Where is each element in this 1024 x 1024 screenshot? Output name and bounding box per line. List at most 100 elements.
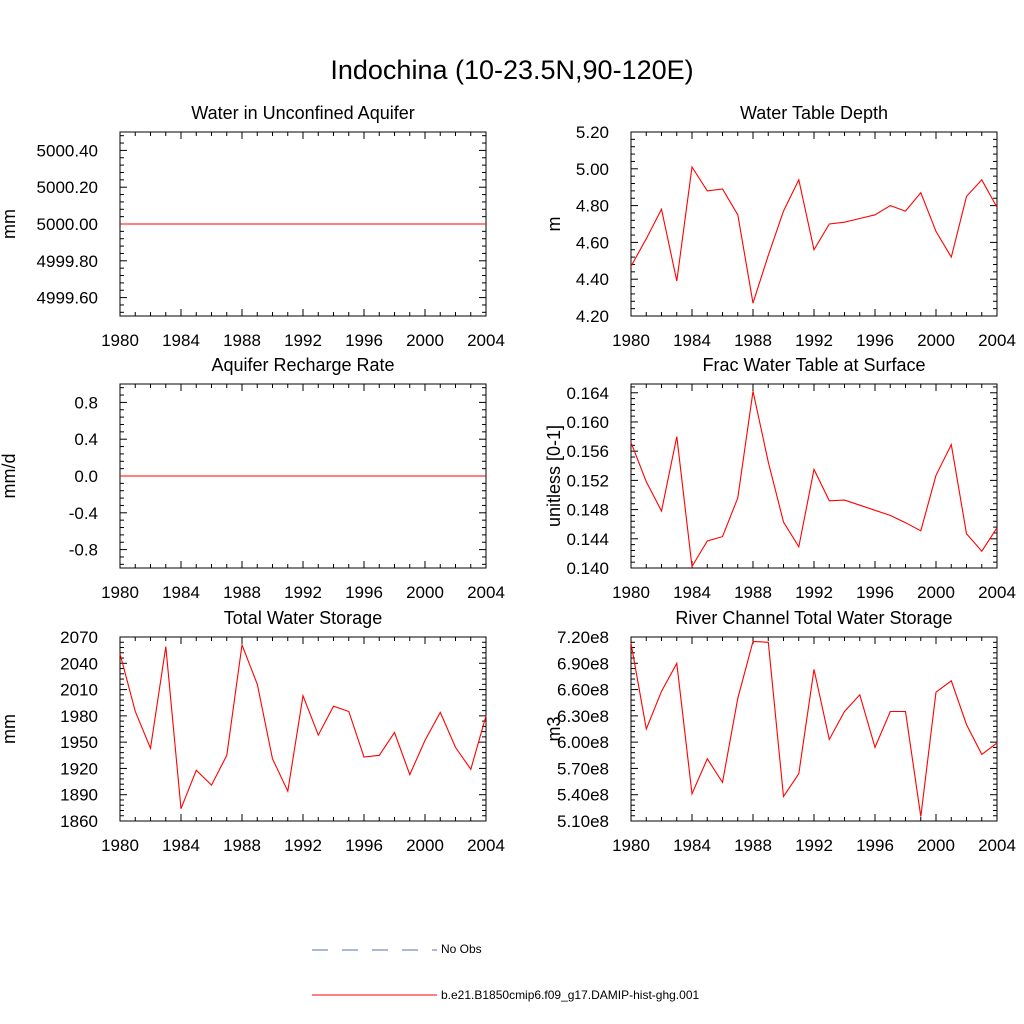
series-line: [119, 642, 487, 809]
y-tick-label: 0.160: [566, 413, 609, 432]
series-line: [630, 640, 998, 817]
y-tick-label: 5.20: [576, 123, 609, 142]
y-tick-label: 4999.80: [37, 252, 98, 271]
x-tick-label: 2004: [978, 583, 1016, 602]
y-tick-label: 4.40: [576, 270, 609, 289]
x-tick-label: 1996: [856, 836, 894, 855]
x-tick-label: 1996: [345, 331, 383, 350]
x-tick-label: 2000: [917, 331, 955, 350]
x-tick-label: 1984: [673, 836, 711, 855]
x-tick-label: 2004: [978, 836, 1016, 855]
y-tick-label: 6.90e8: [557, 654, 609, 673]
x-tick-label: 1980: [612, 836, 650, 855]
x-tick-label: 1992: [795, 583, 833, 602]
y-tick-label: 5.00: [576, 160, 609, 179]
y-axis-label: mm: [0, 714, 19, 744]
panel-title: Water Table Depth: [740, 103, 888, 123]
y-tick-label: 0.164: [566, 384, 609, 403]
x-tick-label: 1996: [856, 583, 894, 602]
x-tick-label: 2000: [406, 836, 444, 855]
panel-title: Water in Unconfined Aquifer: [191, 103, 414, 123]
x-tick-label: 1984: [162, 836, 200, 855]
y-tick-label: 4999.60: [37, 289, 98, 308]
y-tick-label: 5000.20: [37, 178, 98, 197]
y-tick-label: 5.70e8: [557, 759, 609, 778]
y-tick-label: 5000.40: [37, 141, 98, 160]
x-tick-label: 1992: [284, 331, 322, 350]
x-tick-label: 2004: [467, 331, 505, 350]
chart-panel-1: Water in Unconfined Aquifer 1980 1984 1988 1…: [0, 103, 505, 350]
x-tick-label: 1992: [284, 836, 322, 855]
y-tick-label: 5.10e8: [557, 812, 609, 831]
y-tick-label: 0.156: [566, 442, 609, 461]
x-tick-label: 2000: [406, 583, 444, 602]
x-tick-label: 1988: [734, 583, 772, 602]
plot-frame: [630, 383, 998, 569]
y-tick-label: 2040: [60, 654, 98, 673]
y-tick-label: 2010: [60, 681, 98, 700]
x-tick-label: 1980: [612, 331, 650, 350]
x-tick-label: 2000: [917, 836, 955, 855]
chart-panel-5: Total Water Storage 1980 1984 1988 1992 1996 2…: [0, 608, 505, 855]
chart-panel-2: Water Table Depth 1980 1984 1988 1992 1996 200…: [544, 103, 1016, 350]
x-tick-label: 1984: [162, 583, 200, 602]
y-tick-label: 6.00e8: [557, 733, 609, 752]
x-tick-label: 1992: [284, 583, 322, 602]
x-tick-label: 2000: [406, 331, 444, 350]
y-tick-label: 0.148: [566, 501, 609, 520]
y-tick-label: 0.140: [566, 559, 609, 578]
y-tick-label: 6.60e8: [557, 681, 609, 700]
y-tick-label: 1920: [60, 759, 98, 778]
y-tick-label: -0.4: [69, 504, 98, 523]
x-tick-label: 2004: [978, 331, 1016, 350]
panel-title: River Channel Total Water Storage: [675, 608, 952, 628]
x-tick-label: 1980: [101, 331, 139, 350]
y-tick-label: 1860: [60, 812, 98, 831]
y-tick-label: 4.80: [576, 197, 609, 216]
y-tick-label: 0.0: [74, 467, 98, 486]
x-tick-label: 1988: [734, 836, 772, 855]
x-tick-label: 1992: [795, 331, 833, 350]
plot-frame: [630, 636, 998, 822]
y-tick-label: 1980: [60, 707, 98, 726]
y-tick-label: 0.8: [74, 393, 98, 412]
x-tick-label: 1988: [223, 331, 261, 350]
x-tick-label: 2000: [917, 583, 955, 602]
x-tick-label: 1988: [734, 331, 772, 350]
y-tick-label: 0.152: [566, 471, 609, 490]
y-axis-label: mm/d: [0, 454, 19, 499]
x-tick-label: 1980: [612, 583, 650, 602]
x-tick-label: 1980: [101, 836, 139, 855]
y-axis-label: mm: [0, 209, 19, 239]
x-tick-label: 1984: [673, 331, 711, 350]
panel-title: Total Water Storage: [224, 608, 382, 628]
x-tick-label: 1984: [162, 331, 200, 350]
y-axis-label: unitless [0-1]: [544, 425, 564, 527]
x-tick-label: 1988: [223, 583, 261, 602]
x-tick-label: 1996: [345, 583, 383, 602]
y-tick-label: 5000.00: [37, 215, 98, 234]
y-tick-label: 4.20: [576, 307, 609, 326]
x-tick-label: 1996: [345, 836, 383, 855]
y-axis-label: m: [544, 217, 564, 232]
x-tick-label: 1996: [856, 331, 894, 350]
y-axis-label: m3: [544, 716, 564, 741]
y-tick-label: 2070: [60, 628, 98, 647]
panel-title: Frac Water Table at Surface: [702, 355, 925, 375]
plot-frame: [630, 131, 998, 317]
x-tick-label: 1984: [673, 583, 711, 602]
y-tick-label: 4.60: [576, 233, 609, 252]
y-tick-label: 1890: [60, 786, 98, 805]
x-tick-label: 1992: [795, 836, 833, 855]
x-tick-label: 1980: [101, 583, 139, 602]
y-tick-label: 0.144: [566, 530, 609, 549]
x-tick-label: 1988: [223, 836, 261, 855]
figure-title: Indochina (10-23.5N,90-120E): [330, 55, 694, 85]
series-line: [630, 165, 998, 304]
chart-panel-3: Aquifer Recharge Rate 1980 1984 1988 1992 199…: [0, 355, 505, 602]
y-tick-label: 6.30e8: [557, 707, 609, 726]
y-tick-label: 7.20e8: [557, 628, 609, 647]
x-tick-label: 2004: [467, 836, 505, 855]
y-tick-label: 1950: [60, 733, 98, 752]
